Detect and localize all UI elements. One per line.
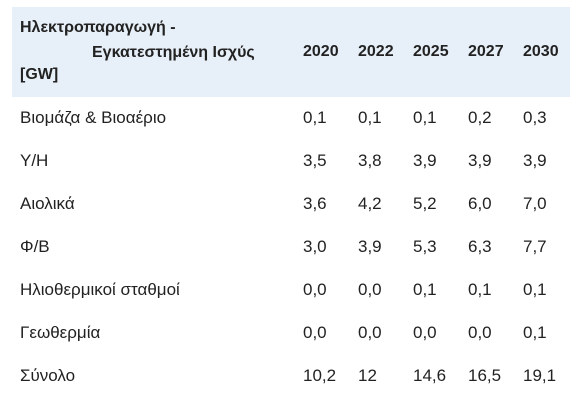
cell-2022: 0,1 — [358, 108, 382, 127]
year-header-2030: 2030 — [523, 43, 559, 60]
table-row-wind: Αιολικά 3,6 4,2 5,2 6,0 7,0 — [20, 194, 570, 224]
cell-2025: 0,0 — [413, 323, 437, 342]
cell-2025: 14,6 — [413, 366, 447, 385]
cell-2020: 3,0 — [303, 237, 327, 256]
table-row-solar-thermal: Ηλιοθερμικοί σταθμοί 0,0 0,0 0,1 0,1 0,1 — [20, 280, 570, 310]
year-header-2027: 2027 — [468, 43, 504, 60]
year-header-2020: 2020 — [303, 43, 339, 60]
cell-2022: 3,9 — [358, 237, 382, 256]
cell-2022: 3,8 — [358, 151, 382, 170]
cell-2022: 0,0 — [358, 280, 382, 299]
cell-2020: 0,1 — [303, 108, 327, 127]
cell-2030: 0,3 — [523, 108, 547, 127]
cell-2030: 0,1 — [523, 280, 547, 299]
row-label: Ηλιοθερμικοί σταθμοί — [20, 280, 180, 299]
cell-2030: 7,0 — [523, 194, 547, 213]
cell-2027: 6,0 — [468, 194, 492, 213]
row-label: Φ/Β — [20, 237, 50, 256]
cell-2025: 3,9 — [413, 151, 437, 170]
row-label: Αιολικά — [20, 194, 75, 213]
cell-2030: 3,9 — [523, 151, 547, 170]
cell-2022: 12 — [358, 366, 377, 385]
cell-2020: 3,5 — [303, 151, 327, 170]
cell-2022: 0,0 — [358, 323, 382, 342]
row-label: Σύνολο — [20, 366, 76, 385]
cell-2027: 3,9 — [468, 151, 492, 170]
table-row-geothermal: Γεωθερμία 0,0 0,0 0,0 0,0 0,1 — [20, 323, 570, 353]
cell-2027: 16,5 — [468, 366, 502, 385]
cell-2022: 4,2 — [358, 194, 382, 213]
table-row-pv: Φ/Β 3,0 3,9 5,3 6,3 7,7 — [20, 237, 570, 267]
table-header: Ηλεκτροπαραγωγή - Εγκατεστημένη Ισχύς [G… — [12, 7, 570, 97]
year-header-2022: 2022 — [358, 43, 394, 60]
header-unit: [GW] — [20, 66, 59, 83]
table-row-total: Σύνολο 10,2 12 14,6 16,5 19,1 — [20, 366, 570, 396]
cell-2030: 7,7 — [523, 237, 547, 256]
cell-2030: 0,1 — [523, 323, 547, 342]
header-title-line1: Ηλεκτροπαραγωγή - — [20, 19, 176, 36]
table-row-biomass: Βιομάζα & Βιοαέριο 0,1 0,1 0,1 0,2 0,3 — [20, 108, 570, 138]
cell-2025: 0,1 — [413, 108, 437, 127]
cell-2025: 5,3 — [413, 237, 437, 256]
cell-2025: 5,2 — [413, 194, 437, 213]
cell-2027: 6,3 — [468, 237, 492, 256]
year-header-2025: 2025 — [413, 43, 449, 60]
row-label: Γεωθερμία — [20, 323, 101, 342]
cell-2027: 0,0 — [468, 323, 492, 342]
cell-2020: 0,0 — [303, 323, 327, 342]
row-label: Υ/Η — [20, 151, 49, 170]
cell-2030: 19,1 — [523, 366, 557, 385]
cell-2027: 0,2 — [468, 108, 492, 127]
cell-2027: 0,1 — [468, 280, 492, 299]
cell-2020: 0,0 — [303, 280, 327, 299]
cell-2025: 0,1 — [413, 280, 437, 299]
row-label: Βιομάζα & Βιοαέριο — [20, 108, 167, 127]
cell-2020: 10,2 — [303, 366, 337, 385]
cell-2020: 3,6 — [303, 194, 327, 213]
header-title-line2: Εγκατεστημένη Ισχύς — [92, 44, 255, 61]
table-row-hydro: Υ/Η 3,5 3,8 3,9 3,9 3,9 — [20, 151, 570, 181]
